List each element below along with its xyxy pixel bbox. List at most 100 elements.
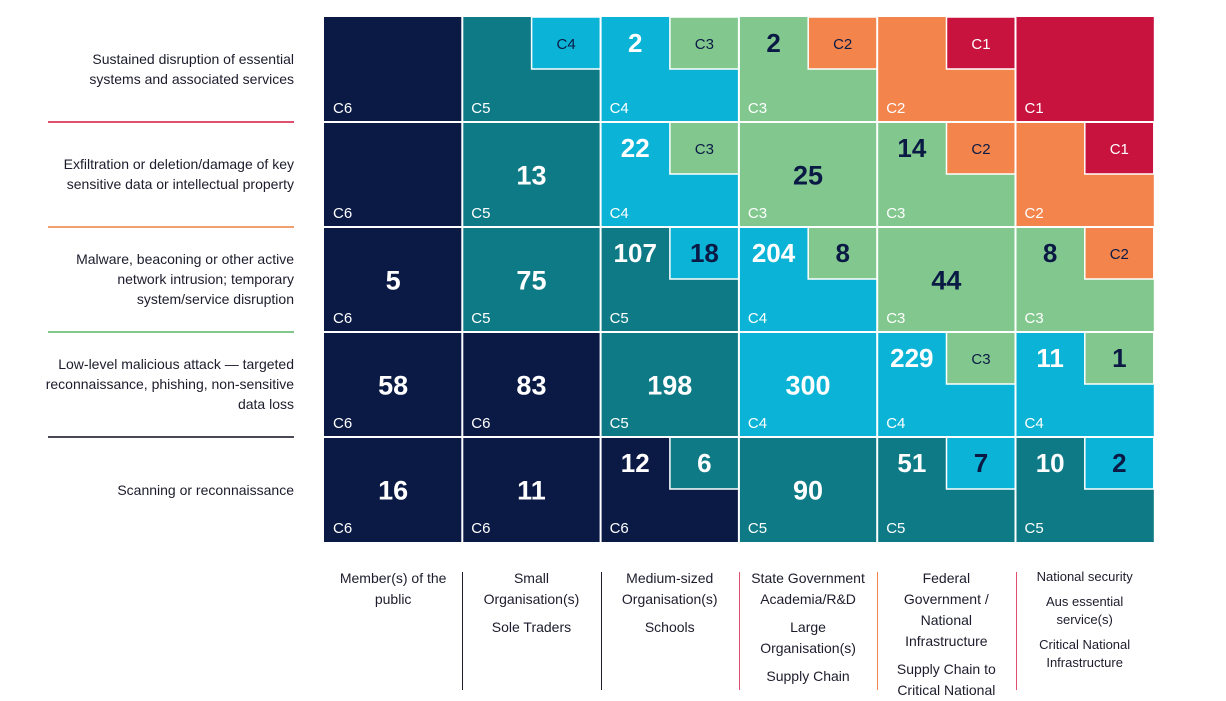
cell-r3-c3-category-label: C5 — [610, 310, 629, 327]
cell-r1-c4-inset — [807, 16, 878, 70]
row-separator — [48, 226, 294, 228]
cell-r4-c4-background — [738, 332, 878, 437]
cell-r4-c6-inset-count: 1 — [1112, 343, 1126, 373]
column-label-line: Supply Chain to — [896, 661, 996, 677]
cell-r1-c5-inset-category-label: C1 — [971, 36, 990, 53]
row-separator — [48, 121, 294, 123]
cell-r2-c3-count: 22 — [621, 133, 650, 163]
cell-r3-c1-background — [324, 227, 463, 332]
cell-r3-c3-count: 107 — [614, 238, 657, 268]
column-label-line: Organisation(s) — [483, 591, 580, 607]
cell-r5-c4-background — [738, 437, 878, 542]
cell-r5-c5-category-label: C5 — [886, 520, 905, 537]
cell-r1-c5-inset — [945, 16, 1017, 70]
column-label-line: Medium-sized — [626, 570, 714, 586]
cell-r1-c4-category-label: C3 — [748, 100, 767, 117]
cell-r3-c5-count: 44 — [931, 266, 961, 296]
row-separator — [48, 436, 294, 438]
cell-r3-c4-category-label: C4 — [748, 310, 767, 327]
cell-r5-c2-count: 11 — [517, 476, 546, 506]
cell-r2-c4-category-label: C3 — [748, 205, 767, 222]
row-separator — [48, 331, 294, 333]
cell-r5-c4-count: 90 — [793, 476, 823, 506]
column-label-line: State Government — [751, 570, 865, 586]
cell-r3-c1-count: 5 — [386, 266, 401, 296]
column-label-line: Sole Traders — [491, 619, 572, 635]
column-label-line: National — [920, 612, 973, 628]
cell-r3-c6-inset-category-label: C2 — [1110, 246, 1129, 263]
column-label-line: Federal — [922, 570, 971, 586]
column-label-line: Organisation(s) — [621, 591, 718, 607]
cell-r5-c1-background — [324, 437, 463, 542]
cell-r4-c1-background — [324, 332, 463, 437]
cell-r4-c3-category-label: C5 — [610, 415, 629, 432]
cell-r4-c4-count: 300 — [786, 371, 831, 401]
column-label-4: State Government Academia/R&D Large Organis… — [741, 568, 875, 687]
cell-r2-c5-category-label: C3 — [886, 205, 905, 222]
column-label-line: Critical National — [897, 682, 996, 698]
cell-r4-c5-inset-category-label: C3 — [971, 351, 990, 368]
cell-r2-c1-category-label: C6 — [333, 205, 352, 222]
cell-r1-c3-count: 2 — [628, 28, 642, 58]
column-label-2: Small Organisation(s) Sole Traders — [464, 568, 598, 638]
cell-r5-c1-count: 16 — [378, 476, 408, 506]
cell-r5-c6-inset — [1084, 436, 1155, 490]
cell-r5-c5-inset-count: 7 — [974, 448, 988, 478]
cell-r5-c1-category-label: C6 — [333, 520, 352, 537]
cell-r4-c6-category-label: C4 — [1025, 415, 1044, 432]
cell-r4-c2-category-label: C6 — [471, 415, 490, 432]
column-label-line: Schools — [644, 619, 695, 635]
cell-r2-c4-count: 25 — [793, 161, 823, 191]
cell-r4-c5-category-label: C4 — [886, 415, 905, 432]
cell-r4-c1-category-label: C6 — [333, 415, 352, 432]
cell-r2-c4-background — [738, 122, 878, 227]
column-label-line: Infrastructure — [905, 633, 988, 649]
cell-r3-c6-category-label: C3 — [1025, 310, 1044, 327]
cell-r3-c6-inset — [1084, 226, 1155, 280]
cell-r5-c2-background — [462, 437, 601, 542]
cell-r3-c4-inset-count: 8 — [835, 238, 849, 268]
column-label-line: Organisation(s) — [760, 640, 856, 656]
cell-r5-c6-category-label: C5 — [1025, 520, 1044, 537]
column-label-line: Infrastructure — [1046, 655, 1123, 670]
cell-r3-c6-count: 8 — [1043, 238, 1057, 268]
cell-r3-c2-category-label: C5 — [471, 310, 490, 327]
column-separator — [738, 572, 740, 690]
cell-r5-c2-category-label: C6 — [471, 520, 490, 537]
cell-r5-c6-count: 10 — [1036, 448, 1065, 478]
cell-r1-c2-category-label: C5 — [471, 100, 490, 117]
cell-r1-c2-inset-category-label: C4 — [557, 36, 576, 53]
cell-r3-c3-inset-count: 18 — [690, 238, 719, 268]
cell-r2-c2-category-label: C5 — [471, 205, 490, 222]
column-label-5: Federal Government / National Infrastructur… — [879, 568, 1013, 701]
column-separator — [877, 572, 879, 690]
column-label-line: Government / — [903, 591, 989, 607]
cell-r2-c1-background — [324, 122, 463, 227]
cell-r5-c3-count: 12 — [621, 448, 650, 478]
cell-r3-c4-inset — [807, 226, 878, 280]
cell-r4-c4-category-label: C4 — [748, 415, 767, 432]
column-label-3: Medium-sized Organisation(s) Schools — [603, 568, 737, 638]
cell-r5-c3-category-label: C6 — [610, 520, 629, 537]
column-label-line: Aus essential — [1045, 594, 1124, 609]
column-label-line: Supply Chain — [766, 668, 850, 684]
cell-r1-c4-inset-category-label: C2 — [833, 36, 852, 53]
column-separator — [1015, 572, 1017, 690]
cell-r1-c6-background — [1015, 17, 1154, 122]
cell-r1-c5-category-label: C2 — [886, 100, 905, 117]
cell-r3-c1-category-label: C6 — [333, 310, 352, 327]
cell-r4-c5-count: 229 — [890, 343, 933, 373]
cell-r4-c6-count: 11 — [1036, 343, 1064, 373]
row-label-4: Low-level malicious attack — targeted re… — [45, 356, 294, 412]
column-label-line: Member(s) of the — [339, 570, 447, 586]
cell-r2-c5-inset-category-label: C2 — [971, 141, 990, 158]
row-label-1: Sustained disruption of essential system… — [89, 51, 294, 87]
cell-r5-c3-inset-count: 6 — [697, 448, 711, 478]
cell-r5-c4-category-label: C5 — [748, 520, 767, 537]
column-separator — [600, 572, 602, 690]
row-label-3: Malware, beaconing or other active netwo… — [76, 251, 294, 307]
cell-r1-c6-category-label: C1 — [1025, 100, 1044, 117]
cell-r2-c3-inset-category-label: C3 — [695, 141, 714, 158]
column-label-6: National security Aus essential service(s)… — [1018, 568, 1152, 672]
cell-r2-c3-category-label: C4 — [610, 205, 629, 222]
